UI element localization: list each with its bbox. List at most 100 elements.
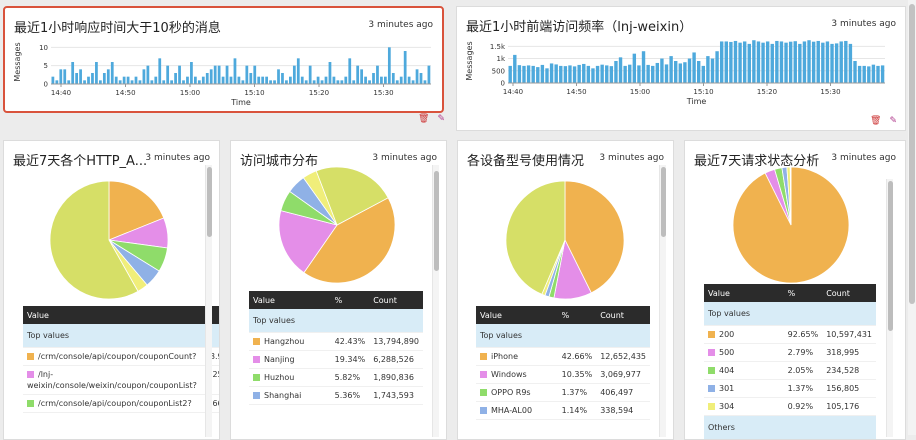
bar[interactable] <box>541 65 544 83</box>
bar[interactable] <box>135 77 138 84</box>
bar[interactable] <box>559 66 562 83</box>
bar[interactable] <box>396 80 399 84</box>
bar[interactable] <box>83 80 86 84</box>
bar[interactable] <box>210 69 213 84</box>
bar[interactable] <box>245 66 248 84</box>
bar[interactable] <box>226 66 229 84</box>
bar[interactable] <box>285 80 288 84</box>
bar[interactable] <box>412 80 415 84</box>
bar[interactable] <box>688 59 691 83</box>
bar[interactable] <box>876 66 879 83</box>
bar[interactable] <box>249 73 252 84</box>
bar[interactable] <box>63 69 66 84</box>
bar[interactable] <box>91 73 94 84</box>
bar[interactable] <box>715 51 718 83</box>
bar[interactable] <box>660 59 663 83</box>
bar[interactable] <box>702 66 705 83</box>
bar[interactable] <box>518 65 521 83</box>
bar[interactable] <box>131 80 134 84</box>
bar[interactable] <box>218 66 221 84</box>
bar[interactable] <box>277 69 280 84</box>
bar[interactable] <box>309 66 312 84</box>
bar[interactable] <box>325 77 328 84</box>
bar[interactable] <box>162 80 165 84</box>
bar[interactable] <box>273 80 276 84</box>
bar[interactable] <box>679 63 682 83</box>
bar[interactable] <box>257 77 260 84</box>
bar[interactable] <box>150 80 153 84</box>
bar[interactable] <box>554 64 557 83</box>
column-header[interactable]: Count <box>822 284 876 302</box>
bar[interactable] <box>766 41 769 83</box>
bar[interactable] <box>757 41 760 83</box>
bar[interactable] <box>305 80 308 84</box>
bar[interactable] <box>817 41 820 83</box>
bar[interactable] <box>238 77 241 84</box>
bar[interactable] <box>844 41 847 83</box>
pie-chart-devices[interactable] <box>504 179 626 301</box>
bar[interactable] <box>143 69 146 84</box>
bar[interactable] <box>522 66 525 83</box>
bar[interactable] <box>55 80 58 84</box>
bar[interactable] <box>127 77 130 84</box>
bar[interactable] <box>174 73 177 84</box>
bar[interactable] <box>789 42 792 83</box>
bar[interactable] <box>619 57 622 83</box>
bar[interactable] <box>352 80 355 84</box>
bar[interactable] <box>186 77 189 84</box>
bar[interactable] <box>206 73 209 84</box>
bar[interactable] <box>794 41 797 83</box>
bar[interactable] <box>628 65 631 83</box>
bar[interactable] <box>400 77 403 84</box>
bar[interactable] <box>301 77 304 84</box>
bar[interactable] <box>317 77 320 84</box>
bar[interactable] <box>214 66 217 84</box>
bar[interactable] <box>564 66 567 83</box>
bar[interactable] <box>527 65 530 83</box>
column-header[interactable]: Value <box>249 291 331 309</box>
bar[interactable] <box>509 66 512 83</box>
column-header[interactable]: % <box>784 284 823 302</box>
page-scrollbar[interactable] <box>908 0 916 435</box>
bar[interactable] <box>356 66 359 84</box>
bar[interactable] <box>384 77 387 84</box>
bar[interactable] <box>633 54 636 83</box>
column-header[interactable]: Value <box>23 306 201 324</box>
bar[interactable] <box>67 80 70 84</box>
bar[interactable] <box>780 41 783 83</box>
bar[interactable] <box>123 77 126 84</box>
bar[interactable] <box>610 66 613 83</box>
bar[interactable] <box>803 41 806 83</box>
bar[interactable] <box>198 80 201 84</box>
bar[interactable] <box>95 62 98 84</box>
panel-scrollbar[interactable] <box>659 165 666 437</box>
bar[interactable] <box>863 66 866 83</box>
bar[interactable] <box>656 63 659 83</box>
bar[interactable] <box>596 66 599 83</box>
trash-icon[interactable]: 🗑 <box>418 114 429 124</box>
bar[interactable] <box>853 61 856 83</box>
bar[interactable] <box>771 44 774 83</box>
bar[interactable] <box>420 73 423 84</box>
bar[interactable] <box>545 68 548 83</box>
bar[interactable] <box>202 77 205 84</box>
bar[interactable] <box>281 73 284 84</box>
bar[interactable] <box>665 64 668 83</box>
bar[interactable] <box>103 73 106 84</box>
bar[interactable] <box>293 66 296 84</box>
bar[interactable] <box>388 47 391 84</box>
bar[interactable] <box>222 77 225 84</box>
